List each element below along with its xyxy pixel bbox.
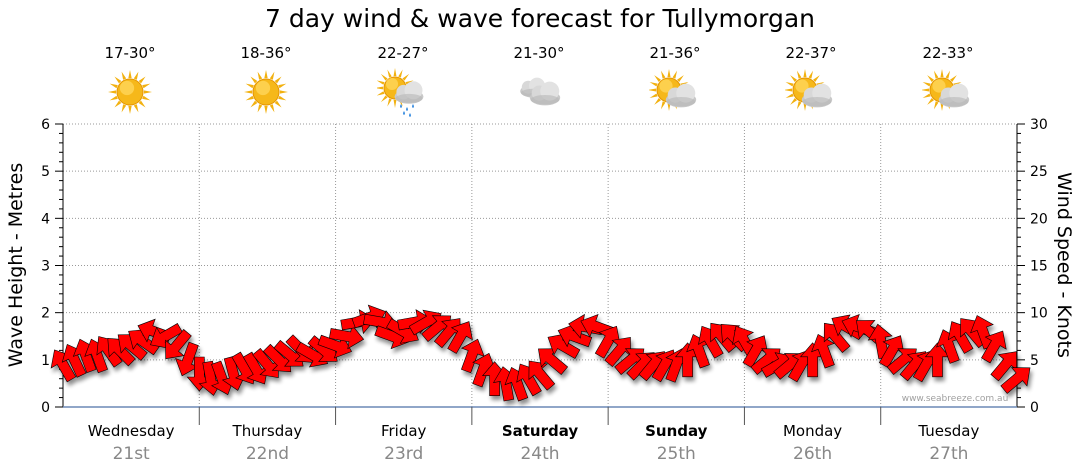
y-tick-label-left: 0 (41, 400, 50, 416)
y-tick-label-right: 20 (1030, 211, 1048, 227)
y-tick-label-left: 3 (41, 259, 50, 275)
temp-range: 22-27° (377, 44, 429, 62)
forecast-day-4: 21-36° (620, 44, 730, 118)
wind-arrow (175, 341, 199, 377)
forecast-day-0: 17-30° (75, 44, 185, 118)
wind-arrow (538, 348, 569, 375)
day-name: Thursday (232, 422, 303, 440)
y-tick-label-left: 6 (41, 117, 50, 133)
y-tick-label-right: 25 (1030, 164, 1048, 180)
sunny-icon (108, 70, 152, 114)
y-tick-label-left: 5 (41, 164, 50, 180)
chart-title: 7 day wind & wave forecast for Tullymorg… (264, 4, 816, 33)
temp-range: 18-36° (240, 44, 292, 62)
chart-axes: 0 1 2 3 4 5 6 0 5 10 15 20 25 30 (41, 117, 1048, 425)
y-tick-label-right: 10 (1030, 306, 1048, 322)
y-tick-label-left: 2 (41, 306, 50, 322)
sunny-icon (244, 70, 288, 114)
wind-arrow (242, 351, 269, 385)
day-date: 25th (657, 444, 696, 464)
y-axis-label-left: Wave Height - Metres (5, 163, 27, 367)
sun-cloud-icon (785, 69, 833, 111)
day-date: 27th (929, 444, 968, 464)
wind-arrow (990, 351, 1018, 382)
day-name: Saturday (502, 422, 579, 440)
temp-range: 21-30° (513, 44, 565, 62)
forecast-day-5: 22-37° (756, 44, 866, 118)
forecast-day-1: 18-36° (211, 44, 321, 118)
day-date: 23rd (384, 444, 423, 464)
day-name: Monday (783, 422, 842, 440)
day-date: 26th (793, 444, 832, 464)
wind-arrow (594, 325, 621, 359)
sun-cloud-rain-icon (377, 68, 424, 117)
forecast-day-6: 22-33° (893, 44, 1003, 118)
sun-cloud-icon (649, 69, 697, 111)
wind-arrow (547, 333, 581, 359)
watermark: www.seabreeze.com.au (902, 394, 1009, 404)
y-tick-label-right: 5 (1030, 353, 1039, 369)
day-date: 21st (113, 444, 150, 464)
y-tick-label-right: 0 (1030, 400, 1039, 416)
temp-range: 22-33° (922, 44, 974, 62)
wind-arrow (50, 349, 77, 383)
day-labels: Wednesday 21st Thursday 22nd Friday 23rd Satur… (88, 422, 980, 464)
day-name: Friday (381, 422, 427, 440)
forecast-day-2: 22-27° (348, 44, 458, 118)
wind-arrow (1000, 367, 1031, 394)
wind-arrow (823, 322, 851, 353)
day-date: 22nd (246, 444, 289, 464)
temp-range: 17-30° (104, 44, 156, 62)
wind-arrow (460, 338, 485, 374)
day-date: 24th (520, 444, 559, 464)
wind-arrow (328, 324, 365, 350)
day-name: Sunday (645, 422, 708, 440)
wind-arrows (50, 304, 1031, 402)
wind-arrow (252, 347, 279, 378)
y-tick-label-right: 30 (1030, 117, 1048, 133)
day-name: Tuesday (917, 422, 979, 440)
forecast-day-3: 21-30° (484, 44, 594, 118)
day-name: Wednesday (88, 422, 175, 440)
wind-arrow (165, 329, 192, 360)
sun-cloud-icon (922, 69, 970, 111)
wind-arrow (472, 352, 497, 388)
temp-range: 21-36° (649, 44, 701, 62)
cloudy-icon (520, 77, 561, 106)
wind-arrow (528, 360, 556, 391)
wind-arrow (604, 337, 631, 368)
y-tick-label-right: 15 (1030, 259, 1048, 275)
y-tick-label-left: 1 (41, 353, 50, 369)
y-tick-label-left: 4 (41, 211, 50, 227)
wind-arrow (981, 330, 1007, 364)
wind-arrow (924, 342, 951, 378)
wind-arrow (447, 321, 473, 354)
y-axis-label-right: Wind Speed - Knots (1053, 172, 1075, 358)
wind-arrow (557, 323, 593, 348)
temp-range: 22-37° (785, 44, 837, 62)
